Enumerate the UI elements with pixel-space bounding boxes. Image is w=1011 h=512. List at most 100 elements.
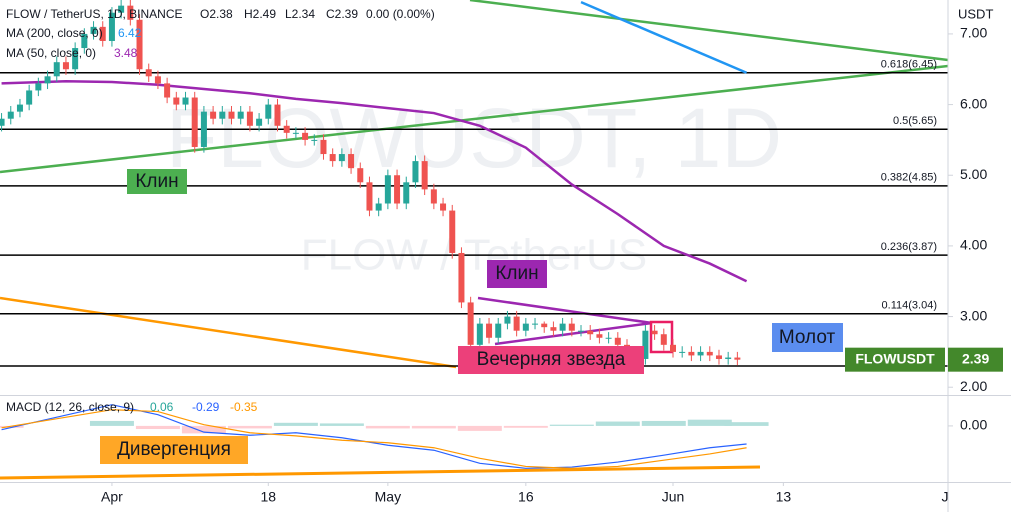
candle-body [136, 19, 143, 70]
ma-legend: MA (50, close, 0) [6, 46, 96, 60]
macd-histogram-bar [687, 419, 732, 426]
macd-legend: MACD (12, 26, close, 9) [6, 400, 134, 414]
annotation: Клин [135, 171, 178, 192]
candle-body [0, 118, 5, 126]
candle-body [513, 316, 520, 331]
macd-histogram-bar [319, 423, 364, 426]
ma-legend: MA (200, close, 0) [6, 26, 103, 40]
fib-label: 0.382(4.85) [881, 172, 937, 184]
candle-body [200, 111, 207, 147]
fib-label: 0.114(3.04) [882, 300, 937, 312]
x-tick-label: Ju [942, 489, 957, 505]
candle-body [329, 154, 336, 162]
candle-body [706, 351, 713, 356]
y-tick-label: 7.00 [960, 25, 987, 41]
candle-body [219, 111, 226, 119]
candle-body [596, 334, 603, 338]
candle-body [7, 111, 14, 119]
trend-line [0, 296, 457, 369]
candle-body [614, 337, 621, 345]
candle-body [734, 357, 741, 360]
candle-body [16, 104, 23, 112]
candle-body [467, 302, 474, 345]
candle-body [108, 12, 115, 41]
candle-body [154, 76, 161, 84]
candle-body [26, 90, 33, 105]
candle-body [715, 355, 722, 359]
candle-body [35, 83, 42, 91]
macd-histogram-bar [181, 425, 226, 434]
candle-body [697, 351, 704, 356]
candle-body [669, 344, 676, 352]
candle-body [550, 327, 557, 331]
candle-body [274, 104, 281, 126]
candle-body [578, 330, 585, 332]
candle-body [210, 111, 217, 119]
candle-body [72, 48, 79, 70]
header-item: FLOW / TetherUS, 1D, BINANCE [6, 7, 183, 21]
macd-value: -0.35 [230, 400, 258, 414]
macd-histogram-bar [273, 422, 318, 426]
candle-body [311, 139, 318, 141]
candle-body [660, 334, 667, 345]
header-item: 0.00 (0.00%) [366, 7, 435, 21]
annotation-box [487, 260, 547, 288]
candle-body [228, 111, 235, 119]
macd-histogram-bar [641, 420, 686, 426]
wedge-line [0, 64, 948, 174]
pattern-box [649, 320, 674, 354]
macd-histogram-bar [365, 425, 410, 429]
candle-body [412, 161, 419, 183]
candle-body [651, 330, 658, 335]
candle-body [320, 139, 327, 155]
macd-histogram-bar [135, 425, 180, 430]
macd-pane [0, 404, 769, 480]
y-tick-label: 2.00 [960, 378, 987, 394]
candle-body [375, 203, 382, 211]
y-tick-label: 3.00 [960, 307, 987, 323]
annotations: Клин Клин Вечерняя звезда Молот Диверген… [100, 169, 843, 464]
header-item: H2.49 [244, 7, 276, 21]
candle-body [191, 97, 198, 147]
candle-body [265, 104, 272, 119]
candle-body [338, 154, 345, 162]
x-tick-label: 18 [261, 489, 277, 505]
candle-body [421, 161, 428, 190]
fib-label: 0.618(6.45) [881, 59, 937, 71]
candle-body [688, 351, 695, 356]
macd-histogram-bar [411, 425, 456, 429]
symbol-tag [845, 347, 945, 372]
macd-histogram-bar [227, 425, 272, 429]
currency: USDT [958, 6, 993, 21]
candle-body [357, 168, 364, 183]
candle-body [568, 323, 575, 331]
candle-body [246, 111, 253, 126]
candle-body [164, 83, 171, 98]
wedge-line [477, 296, 653, 325]
candle-body [145, 69, 152, 77]
x-tick-label: May [375, 489, 401, 505]
candle-body [605, 337, 612, 339]
time-axis: Apr 18 May 16 Jun 13 Ju [101, 482, 957, 505]
candle-body [366, 182, 373, 211]
macd-histogram-bar [457, 425, 502, 431]
annotation-box [772, 323, 843, 352]
annotation: Вечерняя звезда [477, 349, 626, 370]
wedge-line [469, 0, 948, 62]
annotation-box [127, 169, 187, 194]
candle-body [458, 252, 465, 303]
header: FLOW / TetherUS, 1D, BINANCE O2.38 H2.49… [6, 7, 435, 414]
candle-body [44, 76, 51, 84]
annotation-box [100, 436, 248, 464]
y-tick-label: 6.00 [960, 95, 987, 111]
candle-body [182, 97, 189, 105]
candle-body [642, 330, 649, 359]
header-item: C2.39 [326, 7, 358, 21]
candle-body [403, 182, 410, 204]
header-item: L2.34 [285, 7, 315, 21]
candle-body [430, 189, 437, 204]
divergence-line [0, 465, 761, 480]
macd-line [1, 404, 747, 469]
x-tick-label: 13 [776, 489, 792, 505]
ma-value: 6.42 [118, 26, 142, 40]
